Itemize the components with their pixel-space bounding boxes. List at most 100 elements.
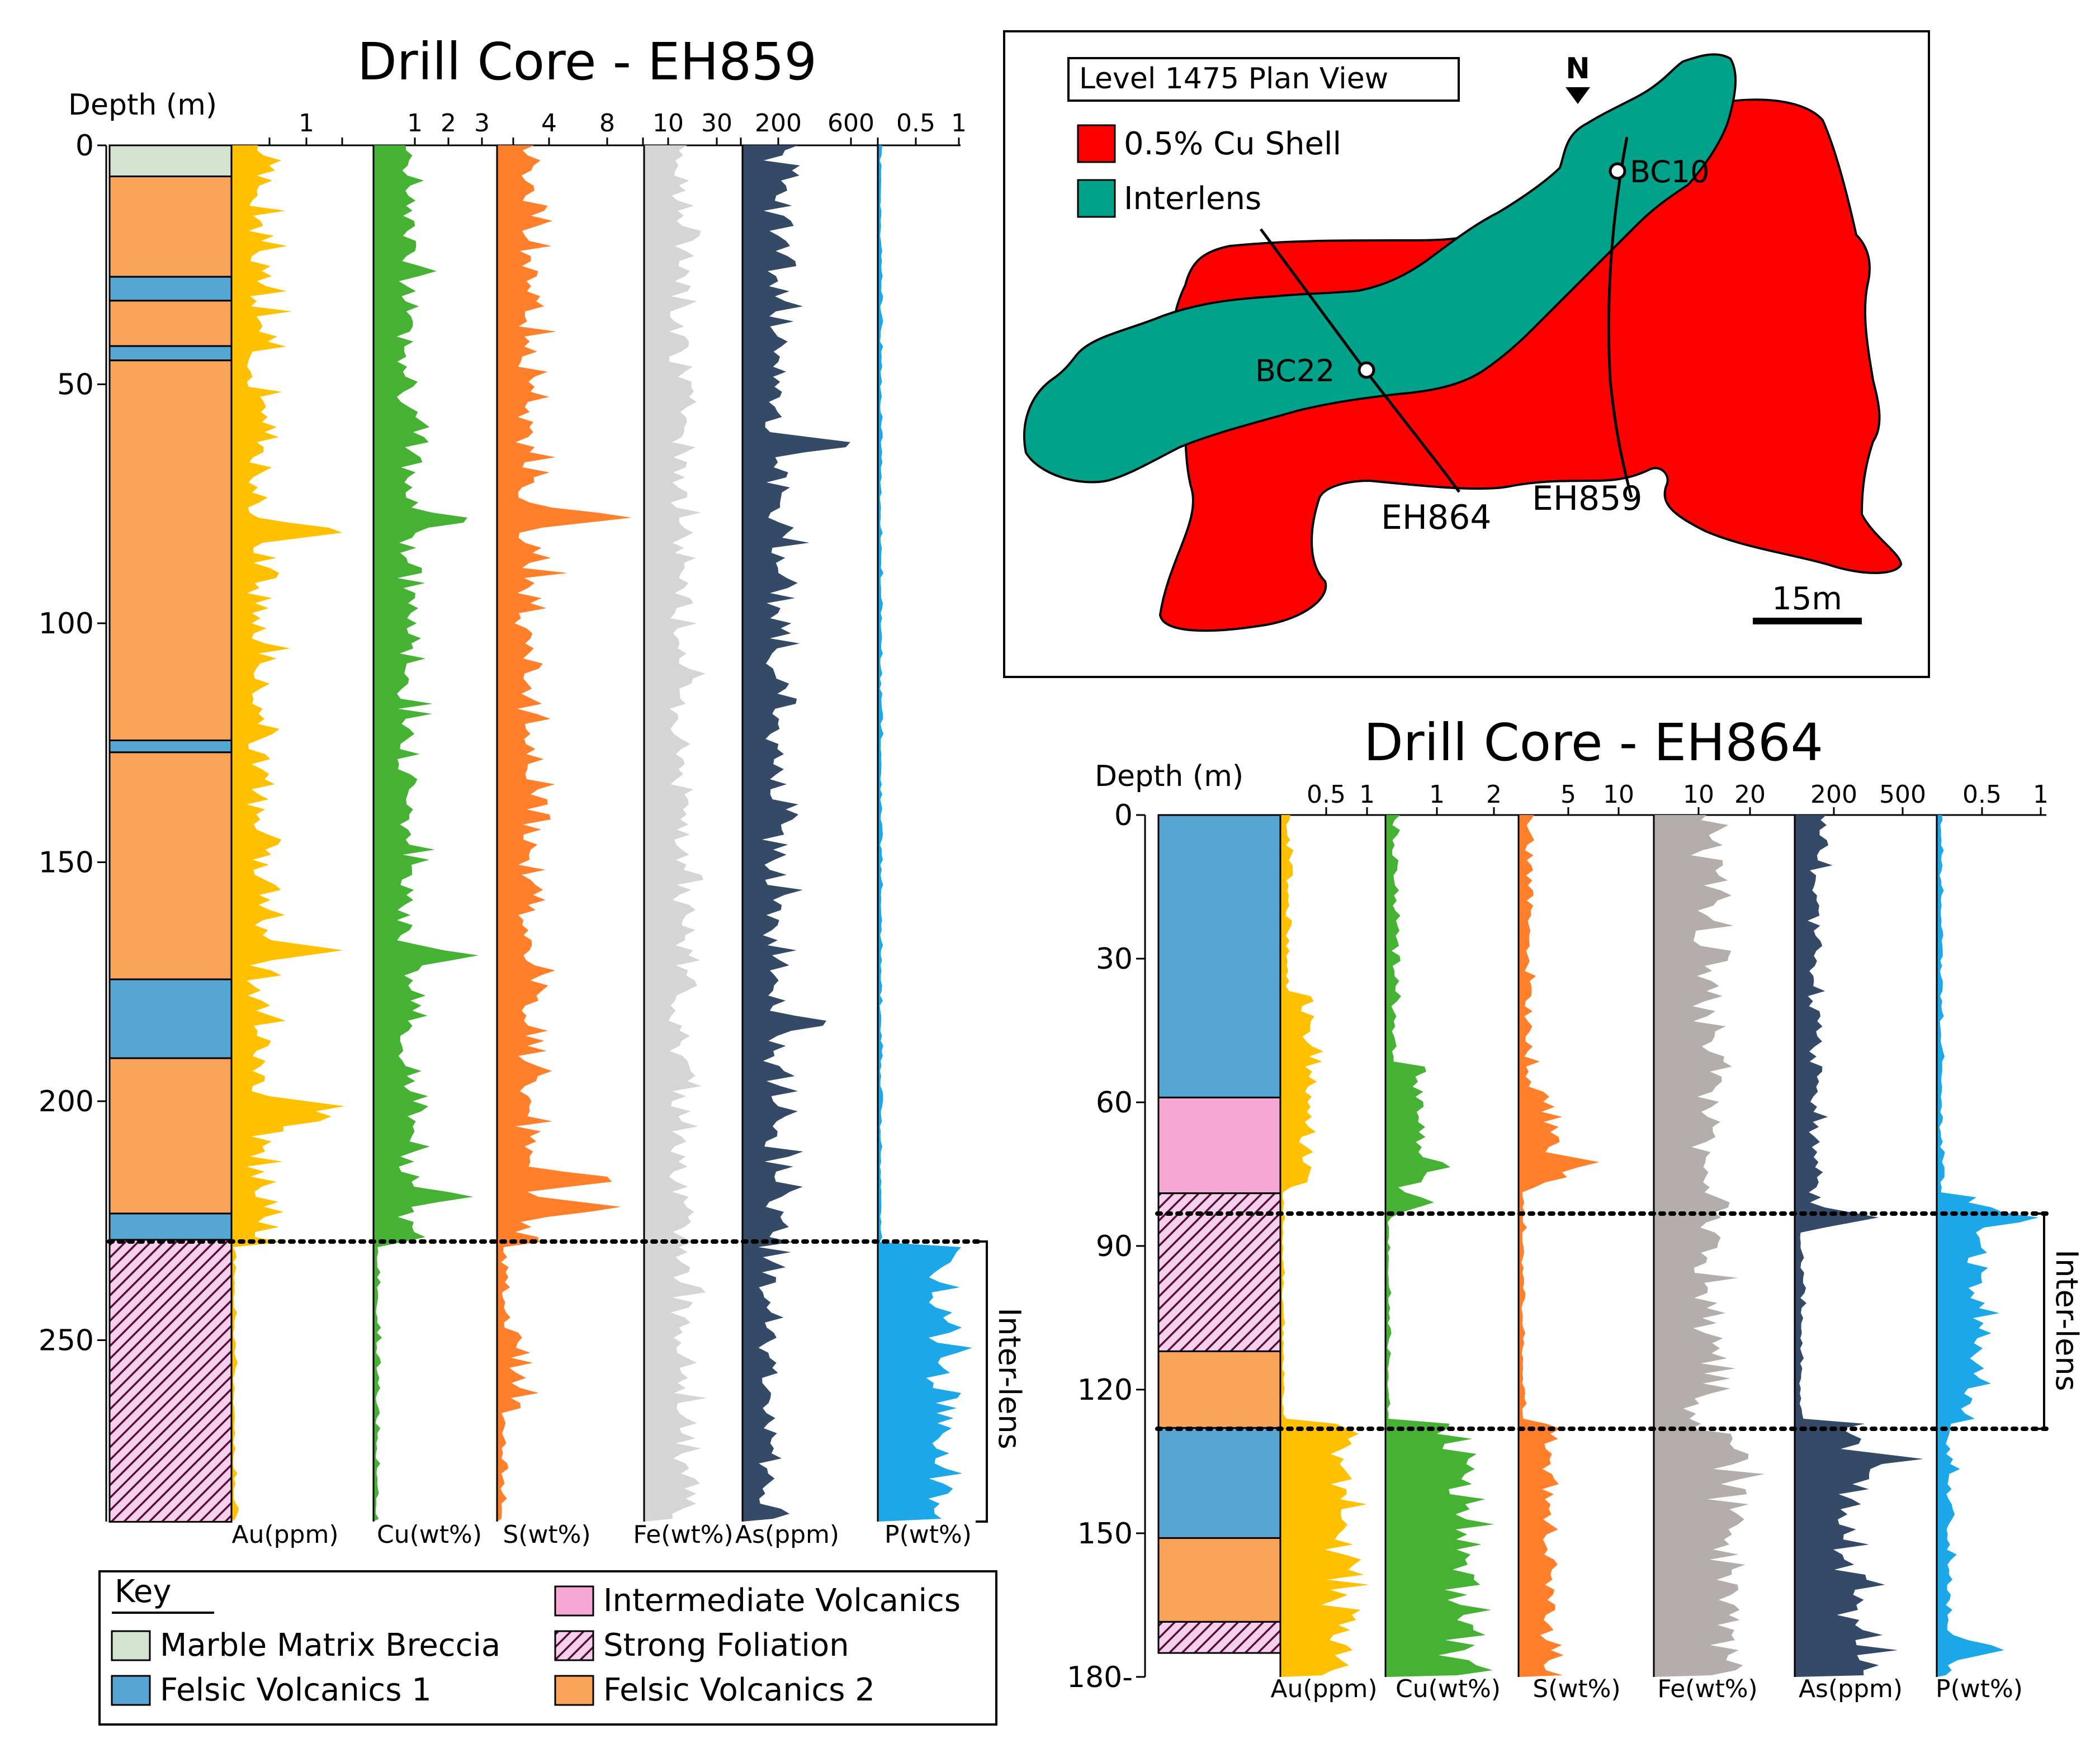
eh859-lithology-column xyxy=(108,144,233,1523)
eh859-au-profile xyxy=(231,145,345,1522)
eh859-cu-scale-2: 2 xyxy=(441,109,456,138)
eh859-fe-profile xyxy=(644,145,707,1522)
key-label-foliation: Strong Foliation xyxy=(603,1627,849,1664)
eh864-p-scale-05: 0.5 xyxy=(1962,780,2002,809)
eh859-plan-label: EH859 xyxy=(1532,479,1643,518)
eh864-depth-tick-label: 150 xyxy=(1077,1517,1133,1551)
plan-title-box xyxy=(1067,57,1460,102)
eh859-as-scale-600: 600 xyxy=(827,109,874,138)
eh864-depth-label: Depth (m) xyxy=(1095,760,1243,793)
key-swatch-felsic2 xyxy=(554,1675,594,1706)
eh864-lithology-column xyxy=(1157,814,1281,1654)
eh859-s-scale-8: 8 xyxy=(599,109,615,138)
eh859-title: Drill Core - EH859 xyxy=(357,32,817,92)
eh864-litho-foliation xyxy=(1157,1192,1281,1352)
key-label-marble: Marble Matrix Breccia xyxy=(160,1627,500,1664)
eh859-depth-tick-label: 50 xyxy=(57,368,94,402)
eh864-label-cu: Cu(wt%) xyxy=(1396,1675,1501,1703)
eh859-label-s: S(wt%) xyxy=(503,1520,590,1549)
key-swatch-marble xyxy=(111,1630,151,1661)
eh859-litho-marble xyxy=(108,144,233,178)
scale-bar-label: 15m xyxy=(1772,581,1842,617)
eh859-litho-felsic1 xyxy=(108,978,233,1059)
eh859-depth-axis: 0 50 100 150 200 250 xyxy=(39,129,107,1522)
key-title: Key xyxy=(115,1574,172,1610)
eh859-cu-scale-3: 3 xyxy=(474,109,490,138)
eh859-s-scale-4: 4 xyxy=(541,109,557,138)
bc10-label: BC10 xyxy=(1630,154,1710,189)
key-panel: Key Marble Matrix Breccia Felsic Volcani… xyxy=(98,1570,997,1726)
eh864-interlens-bracket xyxy=(2033,1212,2045,1430)
eh864-depth-tick-label: 120 xyxy=(1077,1373,1133,1407)
eh864-label-s: S(wt%) xyxy=(1533,1675,1620,1703)
bc10-point xyxy=(1609,162,1626,180)
legend-interlens-swatch xyxy=(1077,179,1116,218)
eh859-hole-trace xyxy=(1607,136,1633,498)
eh859-p-scale-1: 1 xyxy=(951,109,967,138)
legend-interlens-label: Interlens xyxy=(1124,181,1261,217)
eh859-as-scale-200: 200 xyxy=(755,109,802,138)
eh859-depth-label: Depth (m) xyxy=(68,88,217,122)
key-label-felsic2: Felsic Volcanics 2 xyxy=(603,1672,875,1708)
eh864-as-scale-200: 200 xyxy=(1810,780,1857,809)
eh864-label-au: Au(ppm) xyxy=(1270,1675,1377,1703)
eh859-litho-felsic2 xyxy=(108,751,233,980)
key-frame xyxy=(98,1570,997,1726)
eh864-depth-tick-label: 90 xyxy=(1096,1230,1133,1263)
eh859-label-p: P(wt%) xyxy=(885,1520,972,1549)
eh864-label-p: P(wt%) xyxy=(1936,1675,2023,1703)
eh864-depth-tick-label: 180- xyxy=(1067,1661,1133,1694)
eh864-label-as: As(ppm) xyxy=(1799,1675,1903,1703)
eh859-label-as: As(ppm) xyxy=(735,1520,839,1549)
eh864-litho-felsic1 xyxy=(1157,1427,1281,1539)
eh864-litho-felsic2 xyxy=(1157,1350,1281,1429)
plan-view-panel: Level 1475 Plan View N 0.5% Cu Shell Int… xyxy=(1003,30,1930,678)
eh864-cu-scale-2: 2 xyxy=(1486,780,1502,809)
eh859-au-scale-1: 1 xyxy=(299,109,314,138)
eh864-fe-profile xyxy=(1654,815,1765,1677)
key-label-felsic1: Felsic Volcanics 1 xyxy=(160,1672,432,1708)
eh859-fe-scale-30: 30 xyxy=(701,109,732,138)
eh859-litho-felsic2 xyxy=(108,300,233,347)
eh859-interlens-bracket xyxy=(976,1240,988,1523)
eh864-litho-foliation xyxy=(1157,1621,1281,1654)
eh859-litho-foliation xyxy=(108,1239,233,1523)
eh859-litho-felsic1 xyxy=(108,276,233,302)
eh864-fe-scale-20: 20 xyxy=(1734,780,1766,809)
eh859-litho-felsic1 xyxy=(108,739,233,754)
eh859-s-profile xyxy=(497,145,632,1522)
eh864-litho-felsic1 xyxy=(1157,814,1281,1098)
eh864-title: Drill Core - EH864 xyxy=(1364,713,1823,773)
eh864-depth-tick-label: 0 xyxy=(1114,799,1133,832)
eh864-litho-felsic2 xyxy=(1157,1537,1281,1623)
eh864-depth-tick-label: 30 xyxy=(1096,942,1133,976)
eh859-fe-scale-10: 10 xyxy=(652,109,684,138)
eh864-depth-tick-label: 60 xyxy=(1096,1086,1133,1120)
eh864-au-profile xyxy=(1280,815,1370,1677)
eh864-s-scale-10: 10 xyxy=(1603,780,1634,809)
key-label-intermediate: Intermediate Volcanics xyxy=(603,1583,961,1619)
plan-title: Level 1475 Plan View xyxy=(1079,62,1388,96)
eh859-cu-profile xyxy=(373,145,479,1522)
eh859-depth-tick-label: 250 xyxy=(39,1324,94,1358)
eh864-interlens-label: Inter-lens xyxy=(2049,1249,2084,1391)
eh864-au-scale-1: 1 xyxy=(1359,780,1375,809)
bc22-label: BC22 xyxy=(1255,353,1335,388)
eh864-au-scale-05: 0.5 xyxy=(1307,780,1346,809)
eh864-litho-intermediate xyxy=(1157,1096,1281,1195)
eh864-panel: Drill Core - EH864 Depth (m) 03060901201… xyxy=(1067,713,2084,1703)
eh864-cu-profile xyxy=(1385,815,1494,1677)
eh859-p-profile xyxy=(878,145,973,1522)
eh864-s-scale-5: 5 xyxy=(1560,780,1576,809)
bc22-point xyxy=(1358,361,1375,379)
eh864-p-profile xyxy=(1937,815,2038,1677)
eh859-litho-felsic2 xyxy=(108,359,233,741)
eh864-geochem-tracks xyxy=(1279,807,2046,1677)
eh864-depth-axis: 0 30 60 90 120 150 180- xyxy=(1067,799,1146,1694)
interlens-polygon xyxy=(1023,53,1737,484)
eh859-litho-felsic2 xyxy=(108,176,233,278)
eh859-depth-tick-label: 100 xyxy=(39,607,94,641)
eh864-as-scale-500: 500 xyxy=(1879,780,1926,809)
eh864-p-scale-1: 1 xyxy=(2033,780,2049,809)
eh859-panel: Drill Core - EH859 Depth (m) 05010015020… xyxy=(39,32,1027,1549)
